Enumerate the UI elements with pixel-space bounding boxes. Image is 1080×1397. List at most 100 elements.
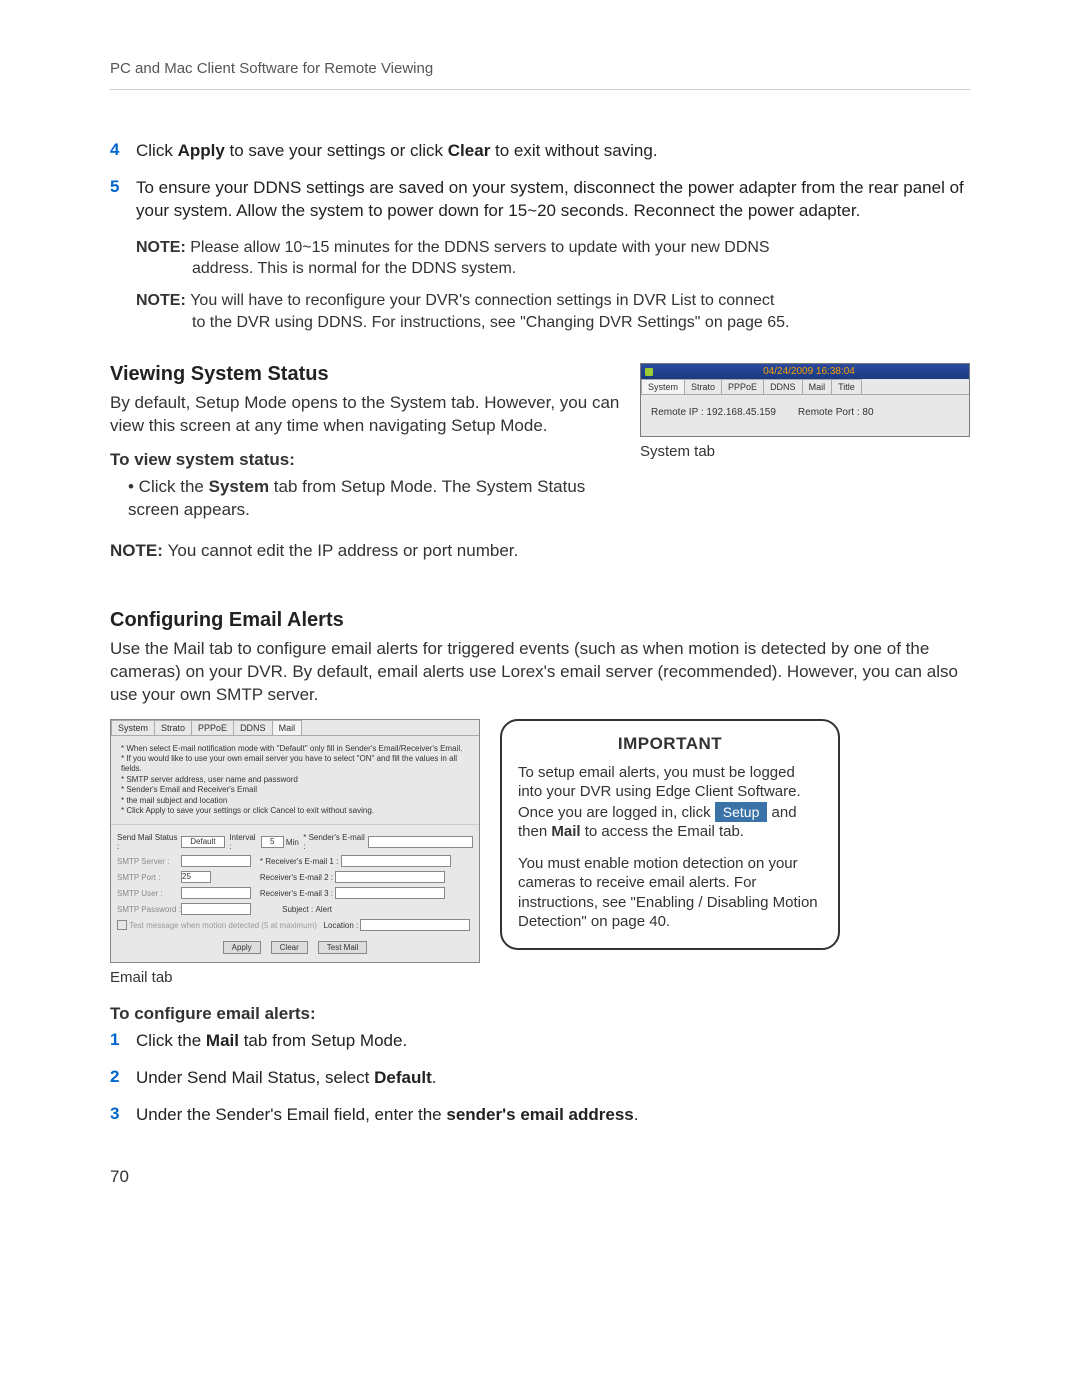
setup-button-graphic: Setup [715,802,768,822]
note-first-line: You will have to reconfigure your DVR's … [190,292,774,309]
screenshot-timestamp: 04/24/2009 16:38:04 [763,366,855,377]
tab-title: Title [831,379,862,394]
configuring-email-alerts-para: Use the Mail tab to configure email aler… [110,638,970,707]
interval-label: Interval : [229,833,258,851]
configuring-email-alerts-heading: Configuring Email Alerts [110,609,970,632]
tab-ddns: DDNS [763,379,803,394]
remote-ip-label: Remote IP : [651,407,704,418]
text: . [634,1105,639,1124]
tab-pppoe: PPPoE [191,720,234,735]
apply-button: Apply [223,941,261,954]
step-body: Click Apply to save your settings or cli… [136,140,658,163]
apply-word: Apply [178,141,225,160]
alarm-checkbox-label: Test message when motion detected (5 at … [129,921,317,930]
viewing-system-status-heading: Viewing System Status [110,363,622,386]
step-number: 4 [110,140,136,160]
text: Under the Sender's Email field, enter th… [136,1105,446,1124]
system-word: System [209,477,269,496]
text: to access the Email tab. [581,823,744,840]
note-1: NOTE: Please allow 10~15 minutes for the… [136,237,970,280]
system-tab-screenshot: 04/24/2009 16:38:04 System Strato PPPoE … [640,363,970,437]
alarm-checkbox [117,920,127,930]
min-label: Min [286,838,299,847]
smtp-port-label: SMTP Port : [117,873,181,882]
step-3: 3 Under the Sender's Email field, enter … [110,1104,970,1127]
tab-pppoe: PPPoE [721,379,764,394]
clear-word: Clear [448,141,491,160]
text: to save your settings or click [225,141,448,160]
instr-line: * the mail subject and location [121,796,469,806]
step-2: 2 Under Send Mail Status, select Default… [110,1067,970,1090]
step-number: 3 [110,1104,136,1124]
sender-email-words: sender's email address [446,1105,633,1124]
smtp-user-label: SMTP User : [117,889,181,898]
subject-label: Subject : [282,905,313,914]
tab-system: System [111,720,155,735]
important-title: IMPORTANT [518,733,822,755]
step-number: 1 [110,1030,136,1050]
recv2-label: Receiver's E-mail 2 : [260,873,333,882]
window-dot-icon [645,368,653,376]
system-tab-caption: System tab [640,443,970,460]
note-ip-port: You cannot edit the IP address or port n… [168,541,519,560]
email-tab-caption: Email tab [110,969,480,986]
instr-line: * SMTP server address, user name and pas… [121,775,469,785]
sender-input [368,836,473,848]
system-tab-bullet: • Click the System tab from Setup Mode. … [128,476,622,522]
clear-button: Clear [271,941,308,954]
recv1-input [341,855,451,867]
instr-line: * When select E-mail notification mode w… [121,744,469,754]
step-5: 5 To ensure your DDNS settings are saved… [110,177,970,223]
recv1-label: * Receiver's E-mail 1 : [260,857,338,866]
note-first-line: Please allow 10~15 minutes for the DDNS … [190,239,769,256]
text: Click the [136,1031,206,1050]
smtp-pass-input [181,903,251,915]
tab-ddns: DDNS [233,720,273,735]
sender-label: * Sender's E-mail : [303,833,366,851]
text: Click [136,141,178,160]
text: to exit without saving. [490,141,657,160]
step-4: 4 Click Apply to save your settings or c… [110,140,970,163]
page-header: PC and Mac Client Software for Remote Vi… [110,60,970,90]
smtp-server-label: SMTP Server : [117,857,181,866]
to-configure-email-alerts-sub: To configure email alerts: [110,1004,970,1024]
mail-word: Mail [206,1031,239,1050]
text: Under Send Mail Status, select [136,1068,374,1087]
subject-value: Alert [316,905,332,914]
note-label: NOTE: [136,239,190,256]
location-input [360,919,470,931]
instr-line: * If you would like to use your own emai… [121,754,469,775]
step-number: 2 [110,1067,136,1087]
email-tab-screenshot: System Strato PPPoE DDNS Mail * When sel… [110,719,480,964]
send-mail-status-label: Send Mail Status : [117,833,179,851]
tab-strato: Strato [684,379,722,394]
remote-port-value: 80 [862,407,873,418]
important-box: IMPORTANT To setup email alerts, you mus… [500,719,840,950]
remote-port-label: Remote Port : [798,407,860,418]
note-2: NOTE: You will have to reconfigure your … [136,290,970,333]
page-number: 70 [110,1167,970,1187]
step-1: 1 Click the Mail tab from Setup Mode. [110,1030,970,1053]
recv3-label: Receiver's E-mail 3 : [260,889,333,898]
smtp-pass-label: SMTP Password : [117,905,181,914]
note-rest: to the DVR using DDNS. For instructions,… [136,312,970,334]
tab-mail: Mail [272,720,303,735]
note-label: NOTE: [110,541,168,560]
text: . [432,1068,437,1087]
recv3-input [335,887,445,899]
send-mail-status-select: Default [181,836,225,848]
instr-line: * Sender's Email and Receiver's Email [121,785,469,795]
text: • Click the [128,477,209,496]
viewing-system-status-para: By default, Setup Mode opens to the Syst… [110,392,622,438]
smtp-server-input [181,855,251,867]
smtp-port-input: 25 [181,871,211,883]
location-label: Location : [324,921,359,930]
mail-word: Mail [551,823,580,840]
text: tab from Setup Mode. [239,1031,407,1050]
recv2-input [335,871,445,883]
tab-strato: Strato [154,720,192,735]
default-word: Default [374,1068,432,1087]
remote-ip-value: 192.168.45.159 [706,407,776,418]
smtp-user-input [181,887,251,899]
important-p2: You must enable motion detection on your… [518,854,822,932]
